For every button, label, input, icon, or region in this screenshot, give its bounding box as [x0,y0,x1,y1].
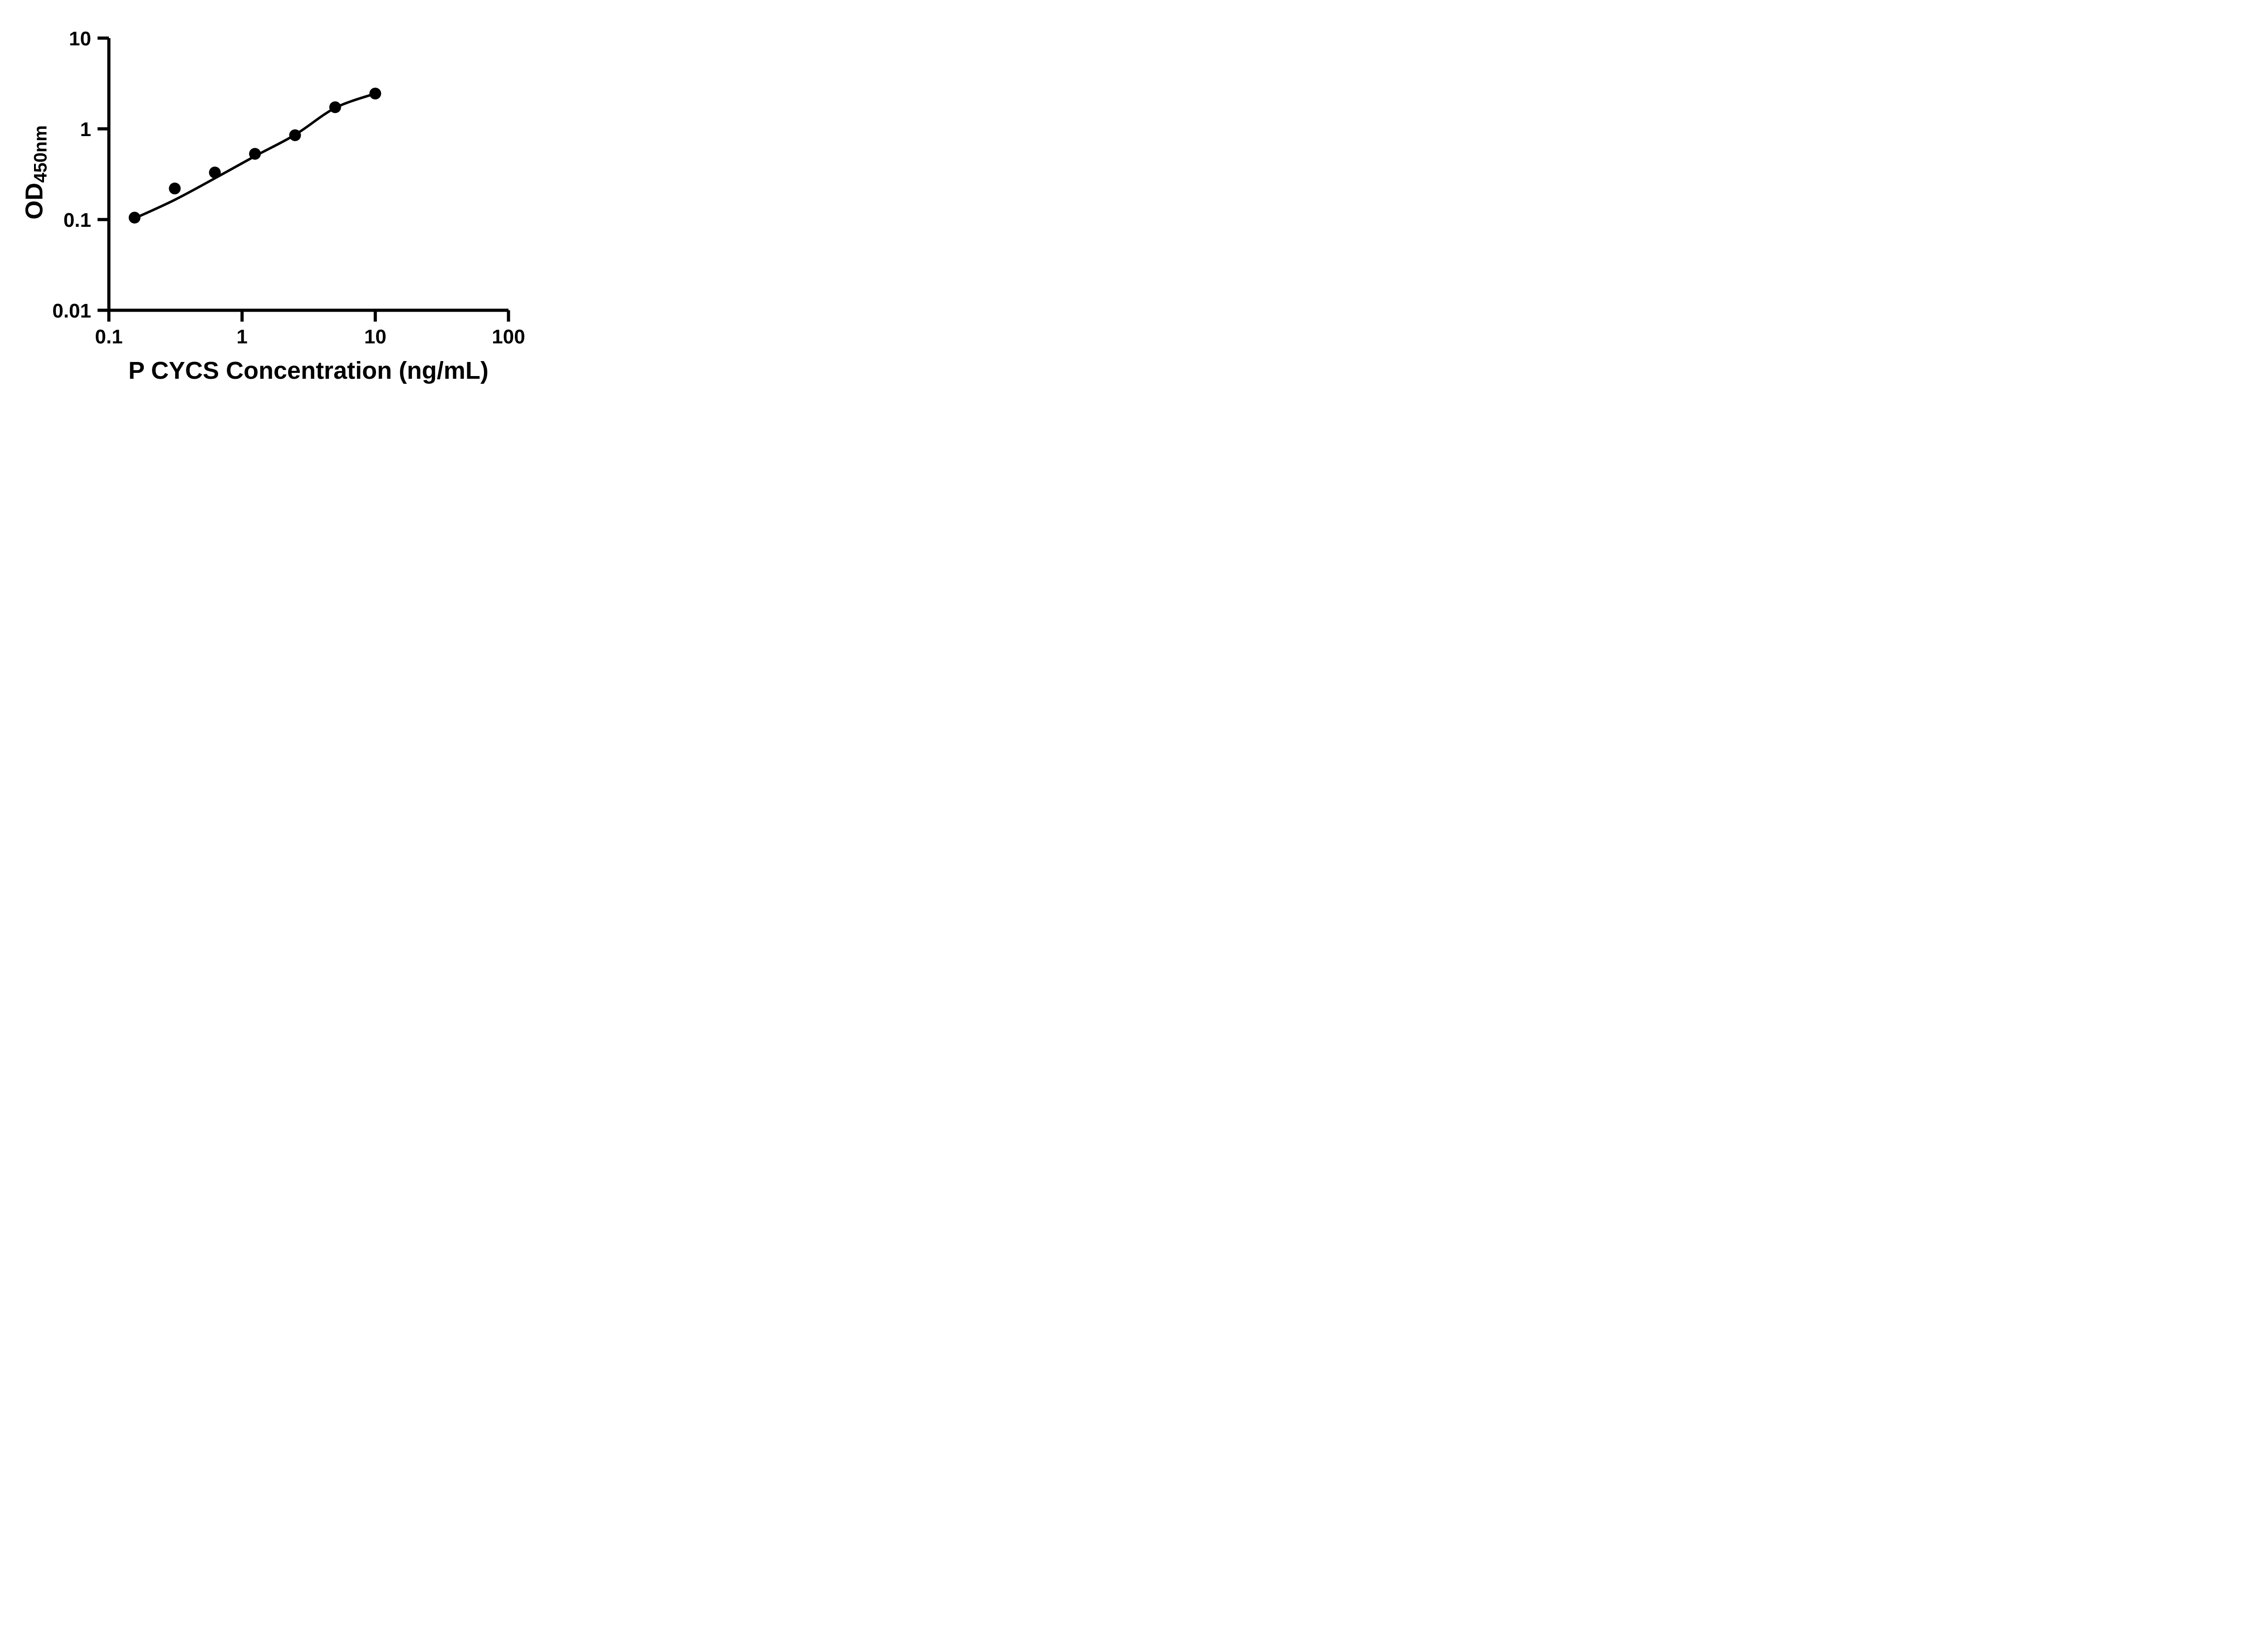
x-tick-label: 1 [236,326,247,348]
y-axis-title: OD450nm [20,125,51,220]
y-tick-label: 10 [69,28,91,50]
data-point [128,211,141,224]
axes [107,38,508,312]
y-axis-title-subscript: 450nm [30,125,51,183]
x-axis-title: P CYCS Concentration (ng/mL) [128,357,489,384]
y-axis-title-main: OD [20,182,48,220]
y-tick-label: 1 [80,118,91,141]
data-points [128,88,381,224]
y-tick-label: 0.01 [52,300,91,322]
x-tick-label: 100 [492,326,525,348]
x-tick-label: 0.1 [95,326,122,348]
data-point [289,129,301,142]
axis-spine [107,38,508,312]
data-point [209,166,221,179]
data-point [249,148,261,160]
data-point [369,88,381,100]
data-point [329,101,341,113]
x-tick-label: 10 [364,326,386,348]
elisa-standard-curve-figure: 10 1 0.1 0.01 0.1 1 10 100 P CYCS Concentration… [0,0,580,408]
data-point [169,182,181,195]
y-tick-label: 0.1 [64,209,91,231]
axis-ticks [98,36,510,322]
